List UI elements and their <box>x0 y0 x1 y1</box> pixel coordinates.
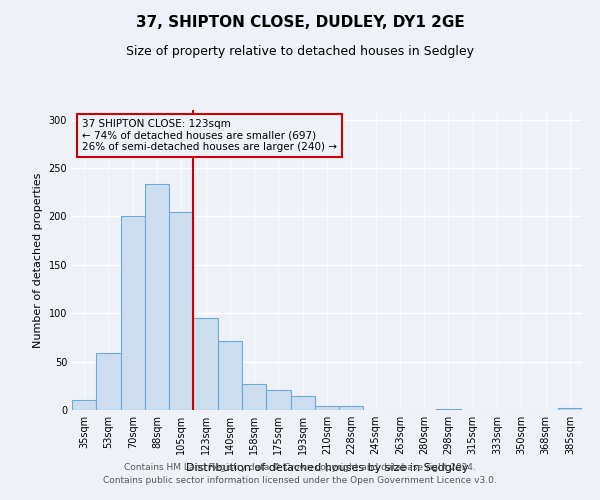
Y-axis label: Number of detached properties: Number of detached properties <box>33 172 43 348</box>
Bar <box>558 408 582 410</box>
Bar <box>436 409 461 410</box>
Bar <box>266 390 290 410</box>
Bar <box>121 216 145 410</box>
Bar <box>96 353 121 410</box>
Bar <box>72 400 96 410</box>
Bar <box>145 184 169 410</box>
Bar <box>218 342 242 410</box>
Bar <box>290 396 315 410</box>
Text: Contains HM Land Registry data © Crown copyright and database right 2024.
Contai: Contains HM Land Registry data © Crown c… <box>103 464 497 485</box>
Bar <box>169 212 193 410</box>
Bar <box>339 406 364 410</box>
Text: 37 SHIPTON CLOSE: 123sqm
← 74% of detached houses are smaller (697)
26% of semi-: 37 SHIPTON CLOSE: 123sqm ← 74% of detach… <box>82 119 337 152</box>
Bar <box>242 384 266 410</box>
Bar <box>315 406 339 410</box>
Text: 37, SHIPTON CLOSE, DUDLEY, DY1 2GE: 37, SHIPTON CLOSE, DUDLEY, DY1 2GE <box>136 15 464 30</box>
X-axis label: Distribution of detached houses by size in Sedgley: Distribution of detached houses by size … <box>186 462 468 472</box>
Bar <box>193 318 218 410</box>
Text: Size of property relative to detached houses in Sedgley: Size of property relative to detached ho… <box>126 45 474 58</box>
